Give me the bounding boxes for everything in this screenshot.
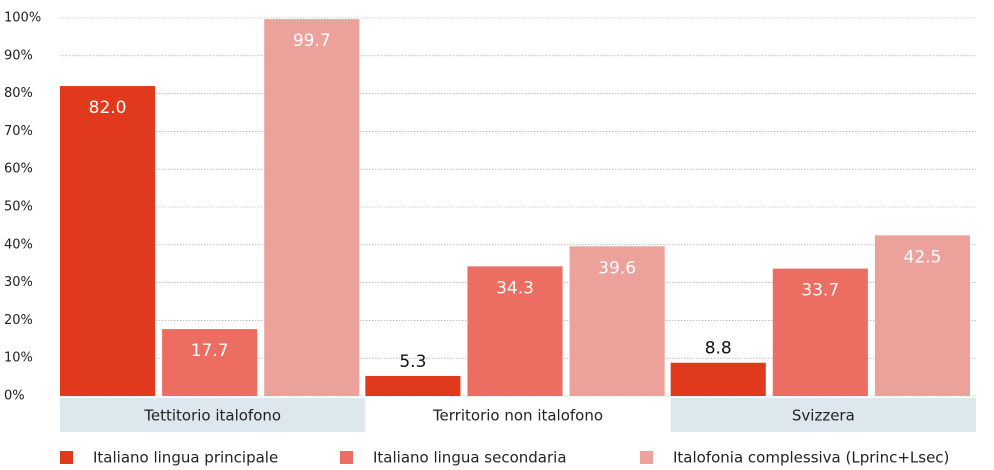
x-tick-label: Svizzera [792, 407, 855, 425]
category-strip [60, 398, 366, 432]
bar [467, 266, 563, 396]
y-tick-label: 70% [4, 124, 33, 139]
legend-label: Italofonia complessiva (Lprinc+Lsec) [673, 449, 949, 467]
legend-swatch [640, 451, 653, 464]
x-tick-label: Tettitorio italofono [143, 407, 281, 425]
bar [264, 19, 360, 396]
data-label: 5.3 [399, 352, 426, 372]
y-tick-label: 20% [4, 313, 33, 328]
data-label: 39.6 [598, 258, 636, 278]
data-label: 99.7 [293, 31, 331, 51]
data-label: 17.7 [191, 341, 229, 361]
legend-swatch [60, 451, 73, 464]
data-label: 82.0 [89, 98, 127, 118]
y-tick-label: 40% [4, 237, 33, 252]
y-tick-label: 0% [4, 389, 25, 404]
y-tick-label: 100% [4, 11, 41, 26]
y-tick-label: 90% [4, 48, 33, 63]
bar [874, 235, 970, 396]
y-tick-label: 80% [4, 86, 33, 101]
y-tick-label: 50% [4, 200, 33, 215]
data-label: 34.3 [496, 278, 534, 298]
legend-label: Italiano lingua secondaria [373, 449, 567, 467]
legend-swatch [340, 451, 353, 464]
bar [670, 362, 766, 396]
bar [162, 329, 258, 396]
data-label: 33.7 [801, 281, 839, 301]
bar [365, 375, 461, 396]
bar [60, 86, 156, 396]
x-tick-label: Territorio non italofono [432, 407, 603, 425]
y-tick-label: 60% [4, 162, 33, 177]
bar [569, 246, 665, 396]
data-label: 42.5 [904, 247, 942, 267]
category-strip [365, 398, 671, 432]
data-label: 8.8 [705, 339, 732, 359]
y-tick-label: 30% [4, 275, 33, 290]
bar [772, 268, 868, 396]
y-tick-label: 10% [4, 351, 33, 366]
legend-label: Italiano lingua principale [93, 449, 278, 467]
category-strip [670, 398, 976, 432]
